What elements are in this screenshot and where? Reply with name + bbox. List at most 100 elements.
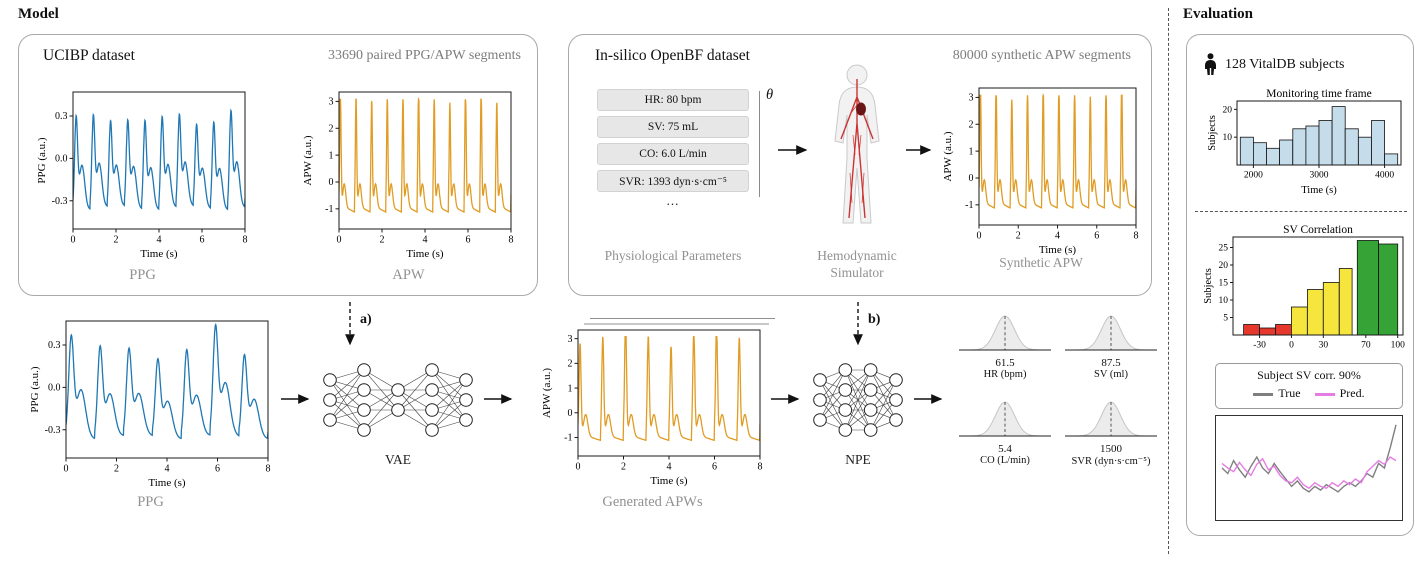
svg-text:4: 4 (667, 462, 672, 473)
openbf-dataset-panel: In-silico OpenBF dataset 80000 synthetic… (568, 34, 1152, 296)
svg-text:3000: 3000 (1310, 171, 1329, 181)
hr-value: 61.5 (995, 357, 1015, 369)
svg-text:6: 6 (200, 235, 205, 246)
param-box-hr: HR: 80 bpm (597, 89, 749, 111)
legend-pred-entry: Pred. (1314, 386, 1365, 401)
svg-text:PPG (a.u.): PPG (a.u.) (36, 137, 48, 183)
co-axis-label: CO (L/min) (980, 455, 1030, 466)
input-ppg-chart: 0 2 4 6 8 0.3 0.0 -0.3 Time (s) PPG (a.u.) (28, 316, 273, 489)
npe-network-diagram (808, 352, 908, 448)
svg-text:Time (s): Time (s) (148, 477, 186, 489)
heart-icon (856, 102, 866, 116)
svg-text:2: 2 (969, 119, 974, 130)
svg-text:6: 6 (466, 235, 471, 246)
theta-symbol: θ (766, 87, 774, 103)
evaluation-section-label: Evaluation (1183, 6, 1254, 22)
svg-text:PPG (a.u.): PPG (a.u.) (29, 366, 41, 412)
legend-title: Subject SV corr. 90% (1257, 368, 1361, 382)
legend-true-entry: True (1253, 386, 1301, 401)
svg-text:2: 2 (380, 235, 385, 246)
svr-axis-label: SVR (dyn·s·cm⁻⁵) (1071, 456, 1151, 467)
param-box-co: CO: 6.0 L/min (597, 143, 749, 165)
svg-text:0: 0 (1289, 341, 1294, 351)
ucibp-subtitle: 33690 paired PPG/APW segments (327, 48, 521, 63)
svg-text:4: 4 (157, 235, 162, 246)
svg-text:APW (a.u.): APW (a.u.) (302, 135, 314, 186)
openbf-title: In-silico OpenBF dataset (595, 47, 750, 64)
svg-text:2: 2 (1016, 231, 1021, 242)
npe-label: NPE (845, 452, 871, 467)
svg-text:2000: 2000 (1244, 171, 1263, 181)
svg-text:2: 2 (621, 462, 626, 473)
svg-text:0: 0 (969, 173, 974, 184)
svg-text:8: 8 (509, 235, 514, 246)
svg-text:0: 0 (977, 231, 982, 242)
svg-text:8: 8 (266, 464, 271, 475)
svg-text:15: 15 (1219, 279, 1229, 289)
ucibp-ppg-caption: PPG (129, 267, 156, 283)
svg-text:4: 4 (423, 235, 428, 246)
svg-text:2: 2 (114, 464, 119, 475)
sv-axis-label: SV (ml) (1094, 369, 1128, 380)
svg-text:25: 25 (1219, 244, 1229, 254)
svr-value: 1500 (1100, 443, 1122, 455)
svg-text:-1: -1 (965, 200, 973, 211)
svg-text:10: 10 (1223, 133, 1233, 143)
ucibp-title: UCIBP dataset (43, 47, 135, 64)
svg-text:2: 2 (114, 235, 119, 246)
svg-text:0.3: 0.3 (48, 340, 61, 351)
svg-text:0: 0 (576, 462, 581, 473)
svg-text:1: 1 (568, 383, 573, 394)
svg-text:6: 6 (712, 462, 717, 473)
svg-text:3: 3 (329, 97, 334, 108)
svg-text:6: 6 (215, 464, 220, 475)
evaluation-panel: 128 VitalDB subjects Monitoring time fra… (1186, 34, 1414, 536)
param-ellipsis: ... (666, 193, 680, 208)
svg-text:0.3: 0.3 (55, 111, 68, 122)
svg-text:6: 6 (1094, 231, 1099, 242)
svg-text:Subjects: Subjects (1203, 268, 1214, 304)
svg-text:Time (s): Time (s) (140, 248, 178, 260)
sv-value: 87.5 (1101, 357, 1121, 369)
svg-text:Time (s): Time (s) (406, 248, 444, 260)
vae-network-diagram (318, 352, 478, 448)
posterior-hr: 61.5 HR (bpm) (950, 310, 1060, 380)
vae-label: VAE (384, 452, 411, 467)
svg-text:Subjects: Subjects (1207, 115, 1218, 151)
synthetic-apw-caption: Synthetic APW (999, 255, 1083, 270)
svg-text:Time (s): Time (s) (1301, 185, 1337, 196)
pred-label: Pred. (1339, 386, 1365, 400)
true-line-swatch (1253, 393, 1274, 396)
svg-text:4000: 4000 (1375, 171, 1394, 181)
svg-text:10: 10 (1219, 296, 1229, 306)
person-icon (1205, 53, 1216, 75)
posterior-svr: 1500 SVR (dyn·s·cm⁻⁵) (1056, 396, 1166, 467)
svg-text:0.0: 0.0 (48, 383, 61, 394)
vitaldb-subjects-label: 128 VitalDB subjects (1225, 57, 1345, 72)
co-value: 5.4 (998, 443, 1012, 455)
posterior-co: 5.4 CO (L/min) (950, 396, 1060, 466)
svg-text:5: 5 (1223, 314, 1228, 324)
co-distribution-curve (957, 396, 1053, 442)
evaluation-inner-divider (1195, 211, 1407, 212)
model-section-label: Model (18, 6, 59, 22)
hemodynamic-simulator-caption: Hemodynamic Simulator (817, 248, 897, 280)
pred-line-swatch (1314, 393, 1335, 396)
svg-text:1: 1 (969, 146, 974, 157)
posterior-sv: 87.5 SV (ml) (1056, 310, 1166, 380)
svg-text:4: 4 (165, 464, 170, 475)
svg-text:-0.3: -0.3 (45, 425, 61, 436)
param-box-sv: SV: 75 mL (597, 116, 749, 138)
openbf-subtitle: 80000 synthetic APW segments (952, 48, 1131, 63)
physiological-parameters-caption: Physiological Parameters (604, 248, 742, 263)
monitoring-histogram: Monitoring time frame 2000 3000 4000 10 20 Tim… (1207, 85, 1407, 196)
hr-distribution-curve (957, 310, 1053, 356)
svg-text:-1: -1 (564, 433, 572, 444)
svr-distribution-curve (1063, 396, 1159, 442)
svg-text:0: 0 (71, 235, 76, 246)
svg-text:1: 1 (329, 150, 334, 161)
svg-text:2: 2 (329, 123, 334, 134)
input-ppg-caption: PPG (137, 494, 164, 510)
step-a-label: a) (360, 312, 372, 327)
